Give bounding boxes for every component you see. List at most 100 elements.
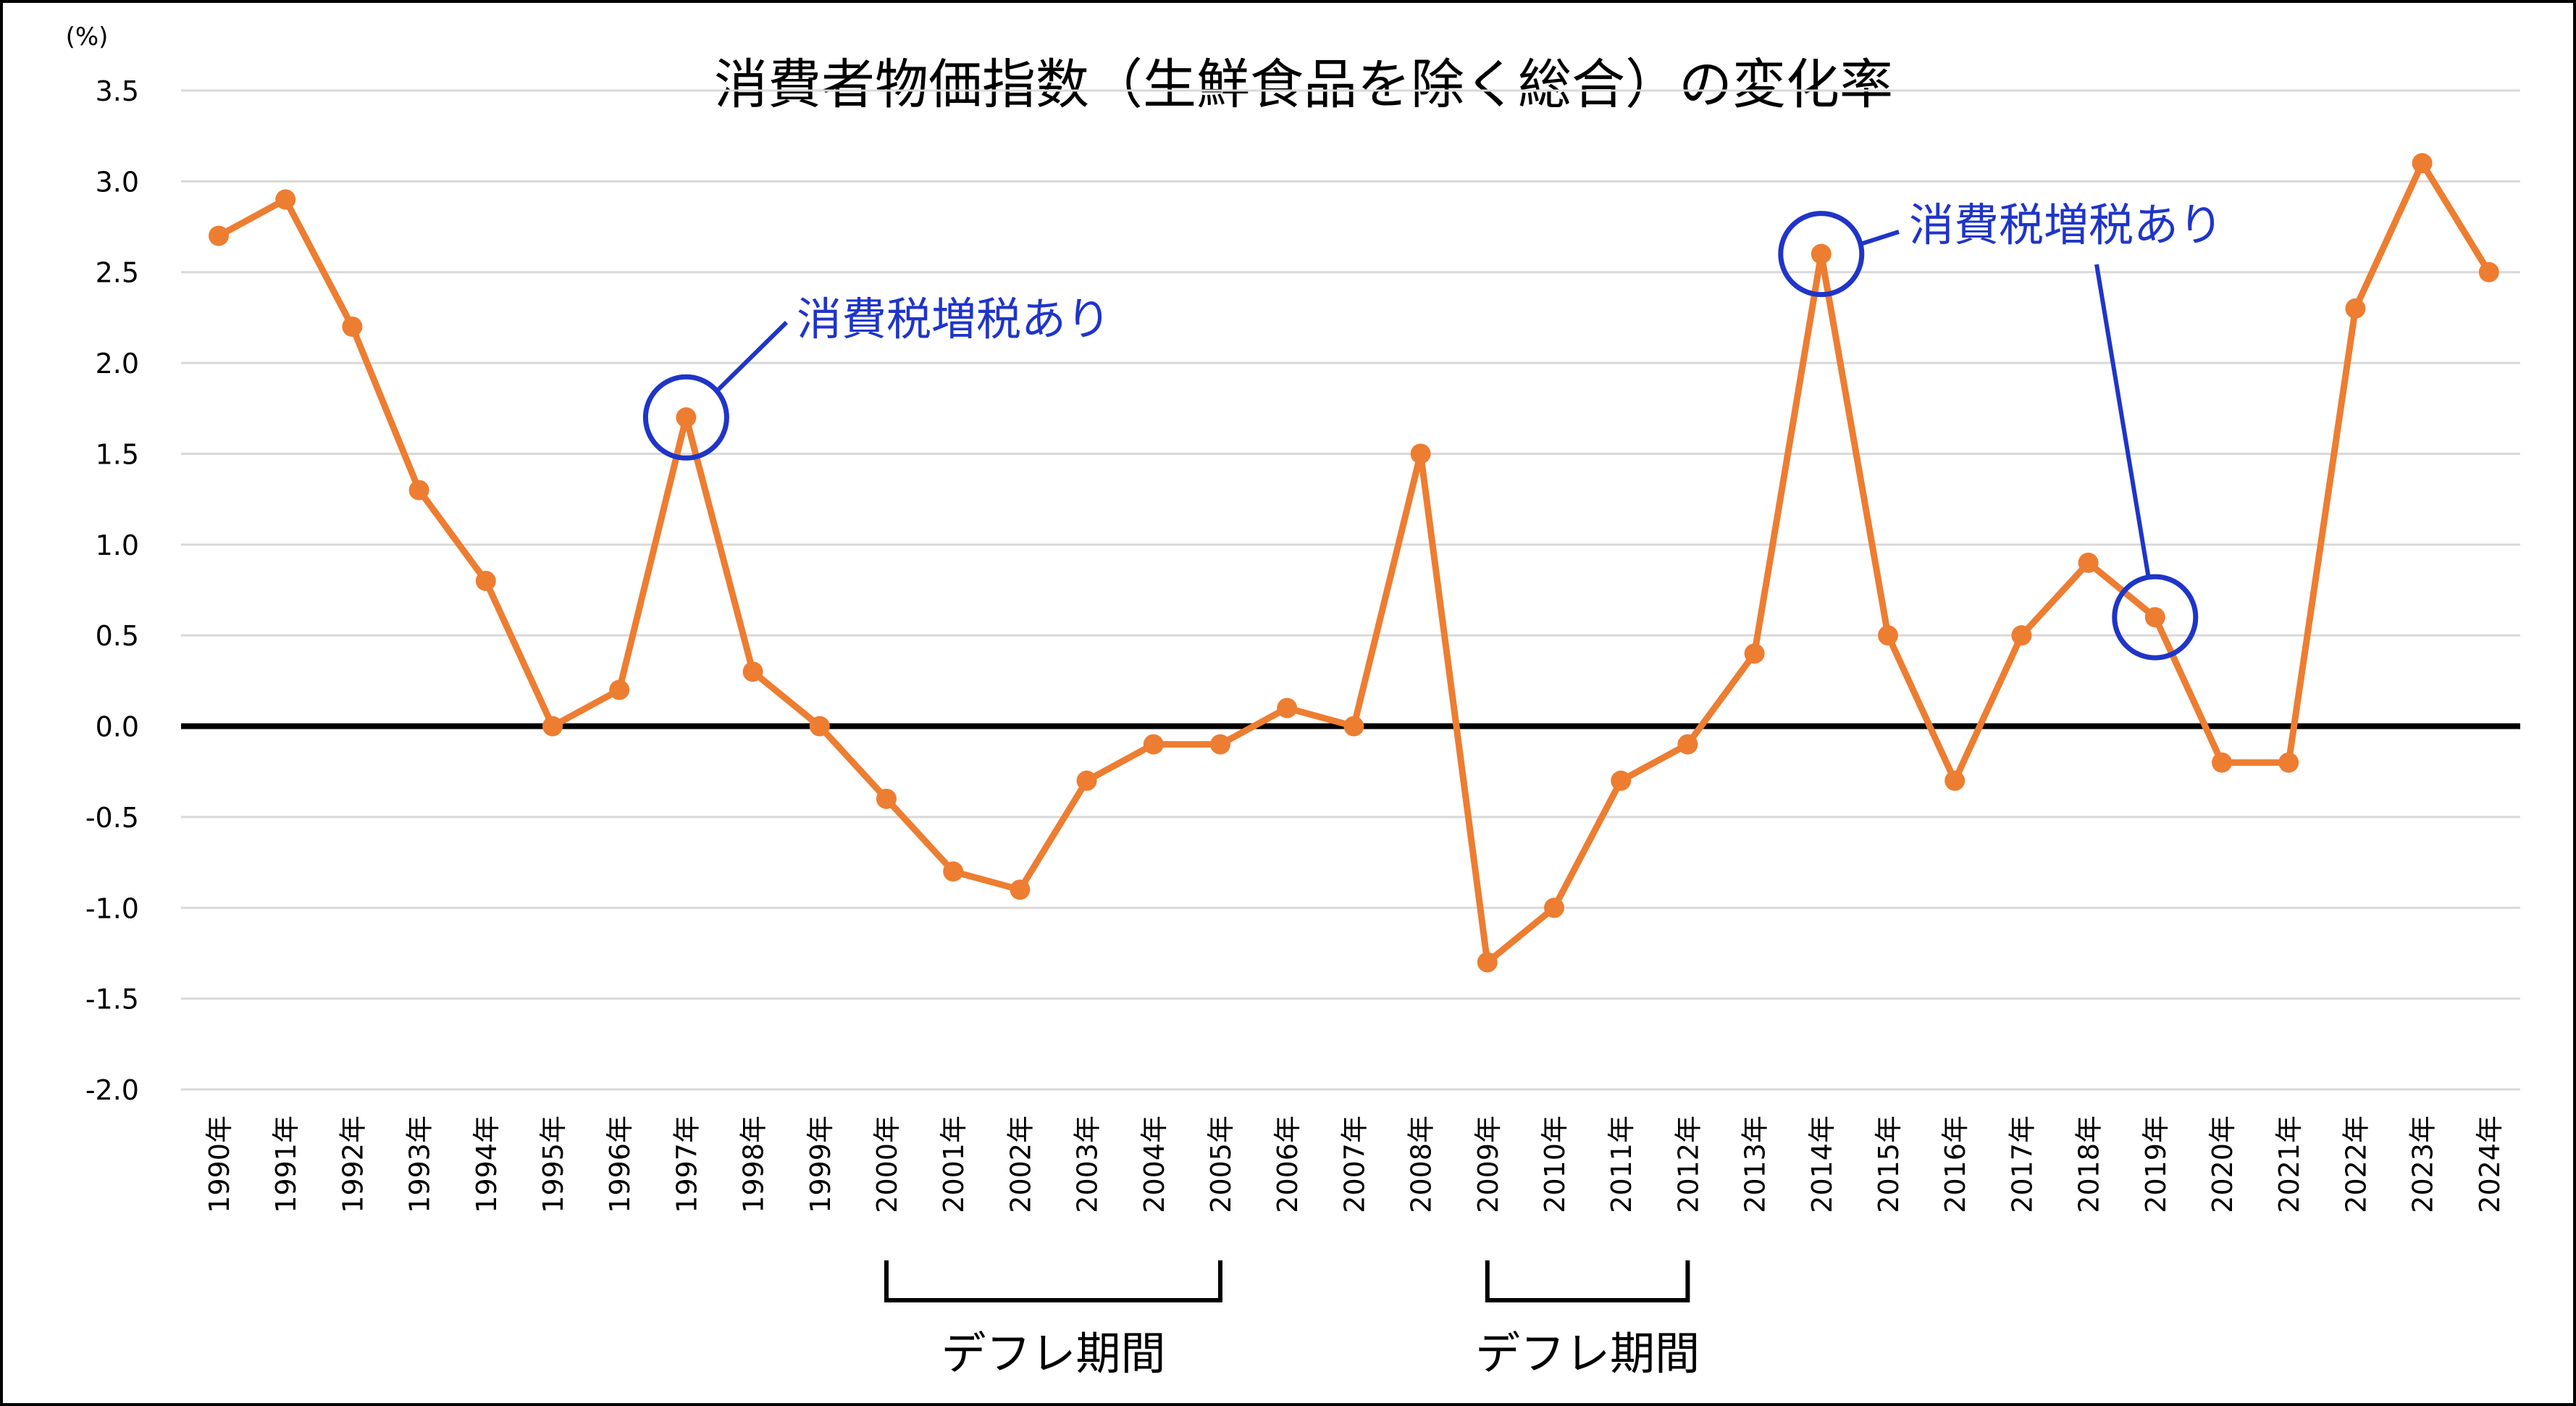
data-point	[1811, 243, 1832, 264]
y-tick-label: -0.5	[85, 802, 139, 834]
period-label: デフレ期間	[941, 1327, 1165, 1380]
data-point	[1143, 734, 1164, 755]
annotations-layer: 消費税増税あり消費税増税あり消費税増税あり	[642, 198, 2223, 661]
data-point	[1544, 897, 1564, 918]
data-point	[2345, 298, 2366, 319]
y-tick-label: -1.5	[85, 984, 139, 1016]
data-point	[1477, 952, 1498, 973]
x-tick-label: 2023年	[2407, 1116, 2439, 1213]
series-line	[217, 159, 2492, 966]
x-tick-label: 2020年	[2207, 1116, 2239, 1213]
x-tick-label: 1999年	[805, 1116, 836, 1213]
series-layer	[209, 153, 2499, 973]
x-tick-label: 2018年	[2073, 1116, 2105, 1213]
chart-title: 消費者物価指数（生鮮食品を除く総合）の変化率	[714, 54, 1893, 116]
x-tick-label: 2004年	[1138, 1116, 1170, 1213]
data-point	[342, 316, 363, 337]
data-point	[876, 788, 897, 809]
x-tick-label: 1992年	[337, 1116, 369, 1213]
x-tick-label: 2001年	[938, 1116, 970, 1213]
x-tick-label: 1993年	[404, 1116, 436, 1213]
x-tick-label: 1996年	[604, 1116, 636, 1213]
gridlines	[181, 89, 2520, 1091]
x-tick-label: 2010年	[1539, 1116, 1571, 1213]
deflation-periods-layer: デフレ期間 デフレ期間	[884, 1260, 1700, 1380]
x-tick-label: 2003年	[1072, 1116, 1104, 1213]
x-tick-label: 2017年	[2006, 1116, 2038, 1213]
x-tick-label: 2016年	[1939, 1116, 1971, 1213]
data-point	[542, 716, 563, 737]
annotation-leader	[715, 320, 789, 393]
data-point	[1878, 625, 1898, 646]
x-tick-label: 1990年	[204, 1116, 235, 1213]
data-point	[1944, 770, 1965, 791]
period-label: デフレ期間	[1475, 1327, 1700, 1380]
y-tick-label: 3.5	[96, 75, 139, 107]
x-tick-label: 2013年	[1740, 1116, 1771, 1213]
y-tick-label: 0.0	[96, 711, 139, 743]
y-axis-ticks: 3.5 3.0 2.5 2.0 1.5 1.0 0.5 0.0 -0.5 -1.0 -1.5 -2.0	[85, 75, 139, 1106]
data-point	[1677, 734, 1698, 755]
x-axis-ticks: 1990年 1991年 1992年 1993年 1994年 1995年 1996年 1997年…	[204, 1116, 2506, 1213]
data-point	[1277, 698, 1298, 719]
x-tick-label: 1994年	[471, 1116, 503, 1213]
y-tick-label: -1.0	[85, 892, 139, 924]
x-tick-label: 2002年	[1004, 1116, 1036, 1213]
data-point	[1010, 879, 1031, 900]
x-tick-label: 2015年	[1873, 1116, 1905, 1213]
data-point	[408, 480, 429, 501]
data-point	[2412, 153, 2433, 174]
x-tick-label: 2007年	[1338, 1116, 1370, 1213]
x-tick-label: 2012年	[1672, 1116, 1704, 1213]
data-point	[2078, 552, 2099, 573]
data-point	[1343, 716, 1364, 737]
data-point	[475, 570, 496, 591]
annotation-label: 消費税増税あり	[1909, 198, 2223, 251]
period-bracket	[1485, 1260, 1690, 1302]
data-point	[275, 189, 296, 210]
x-tick-label: 2006年	[1272, 1116, 1304, 1213]
y-tick-label: 1.0	[96, 530, 139, 561]
annotation-label: 消費税増税あり	[797, 293, 1111, 346]
data-point	[209, 225, 229, 246]
x-tick-label: 2000年	[871, 1116, 903, 1213]
data-point	[742, 661, 763, 682]
annotation-circle	[1778, 211, 1865, 298]
annotation-circle	[642, 374, 729, 461]
y-tick-label: 3.0	[96, 166, 139, 198]
data-point	[2278, 752, 2299, 773]
x-tick-label: 1998年	[738, 1116, 770, 1213]
data-point	[676, 407, 697, 428]
data-point	[2144, 607, 2165, 628]
period-bracket	[884, 1260, 1222, 1302]
x-tick-label: 2022年	[2340, 1116, 2372, 1213]
data-point	[943, 861, 964, 882]
x-tick-label: 2011年	[1606, 1116, 1637, 1213]
x-tick-label: 2005年	[1205, 1116, 1237, 1213]
annotation-leader	[1860, 230, 1900, 246]
data-point	[809, 716, 830, 737]
data-point	[1410, 443, 1431, 464]
data-point	[609, 679, 630, 700]
data-point	[2212, 752, 2232, 773]
data-point	[1744, 643, 1765, 664]
x-tick-label: 2019年	[2140, 1116, 2172, 1213]
y-axis-unit: (%)	[66, 22, 109, 51]
data-point	[2011, 625, 2032, 646]
data-point	[1076, 770, 1097, 791]
x-tick-label: 1995年	[537, 1116, 569, 1213]
x-tick-label: 2009年	[1472, 1116, 1504, 1213]
annotation-circle	[2112, 574, 2199, 661]
x-tick-label: 2014年	[1806, 1116, 1838, 1213]
y-tick-label: 0.5	[96, 620, 139, 652]
data-point	[1611, 770, 1632, 791]
data-point	[2478, 261, 2499, 283]
y-tick-label: 1.5	[96, 438, 139, 470]
x-tick-label: 1991年	[270, 1116, 302, 1213]
data-point	[1210, 734, 1230, 755]
y-tick-label: -2.0	[85, 1074, 139, 1106]
y-tick-label: 2.5	[96, 257, 139, 289]
annotation-leader	[2094, 264, 2151, 578]
y-tick-label: 2.0	[96, 348, 139, 380]
